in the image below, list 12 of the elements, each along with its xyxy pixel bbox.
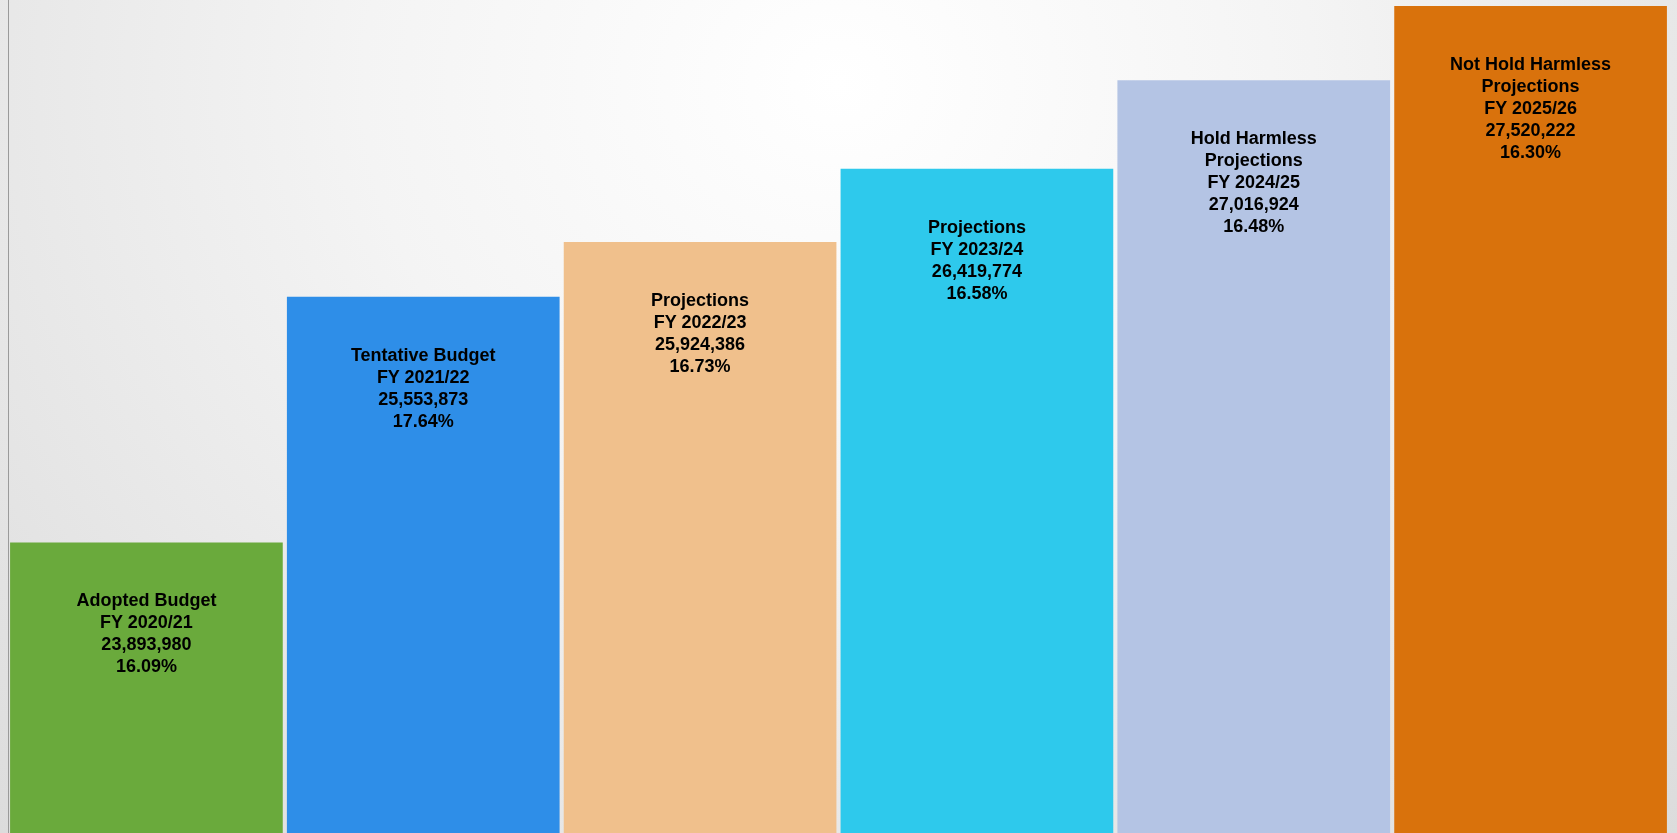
x-tick-label: Not Hold Harmless Projections FY 2025/26: [1450, 53, 1612, 118]
x-tick-label: Hold Harmless Projections FY 2024/25: [1190, 128, 1317, 193]
x-tick-label: Adopted Budget FY 2020/21: [76, 590, 217, 633]
data-label: 27,520,222 16.30%: [1485, 119, 1576, 162]
data-label: 25,924,386 16.73%: [655, 333, 746, 376]
x-tick-label: Projections FY 2023/24: [927, 216, 1026, 259]
data-label: 23,893,980 16.09%: [101, 634, 192, 677]
data-label: 27,016,924 16.48%: [1208, 194, 1299, 237]
data-label: 25,553,873 17.64%: [378, 388, 469, 431]
data-label: 26,419,774 16.58%: [931, 260, 1022, 303]
x-tick-label: Projections FY 2022/23: [651, 289, 750, 332]
x-tick-label: Tentative Budget FY 2021/22: [350, 344, 496, 387]
